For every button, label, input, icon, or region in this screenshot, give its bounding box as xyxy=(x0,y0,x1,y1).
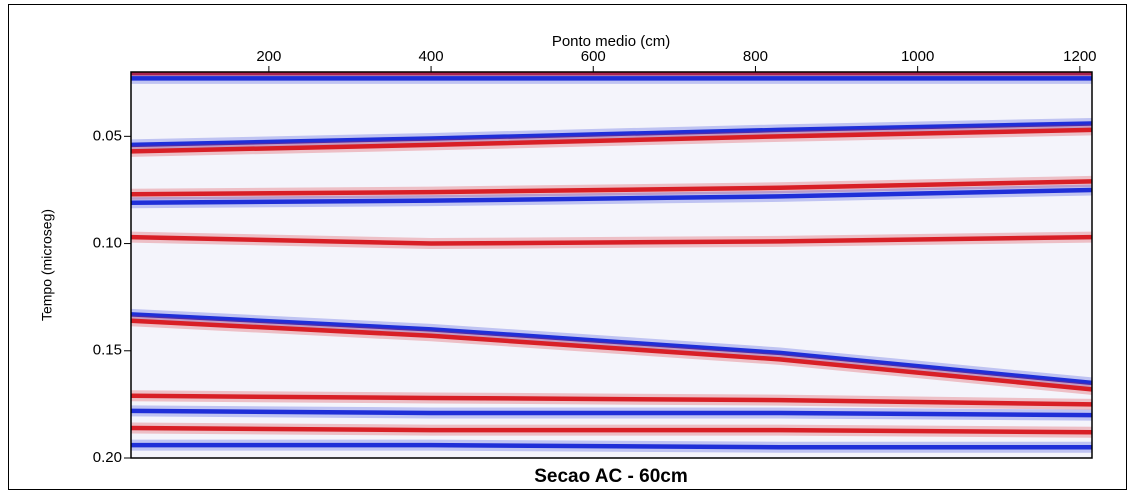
reflector xyxy=(131,127,1092,154)
y-tick-label: 0.15 xyxy=(93,342,122,359)
y-tick-label: 0.20 xyxy=(93,449,122,466)
x-tick-label: 200 xyxy=(256,48,281,65)
chart-title: Secao AC - 60cm xyxy=(534,466,687,487)
reflector xyxy=(131,312,1092,386)
x-tick-label: 1000 xyxy=(901,48,934,65)
reflector xyxy=(131,393,1092,407)
reflector xyxy=(131,318,1092,392)
x-tick-label: 1200 xyxy=(1063,48,1096,65)
y-tick-label: 0.10 xyxy=(93,235,122,252)
reflector xyxy=(131,121,1092,148)
reflector xyxy=(131,408,1092,418)
x-tick-label: 600 xyxy=(581,48,606,65)
reflector xyxy=(131,179,1092,197)
frame xyxy=(8,4,1127,490)
x-axis-label: Ponto medio (cm) xyxy=(552,33,670,50)
y-tick-label: 0.05 xyxy=(93,127,122,144)
plot-area xyxy=(131,72,1092,458)
reflector xyxy=(131,425,1092,435)
series-group xyxy=(131,72,1092,453)
reflector xyxy=(131,234,1092,246)
x-tick-label: 800 xyxy=(743,48,768,65)
x-tick-label: 400 xyxy=(419,48,444,65)
reflector xyxy=(131,442,1092,450)
plot-border xyxy=(130,71,1093,459)
y-axis-label: Tempo (microseg) xyxy=(39,209,55,321)
reflector xyxy=(131,187,1092,206)
